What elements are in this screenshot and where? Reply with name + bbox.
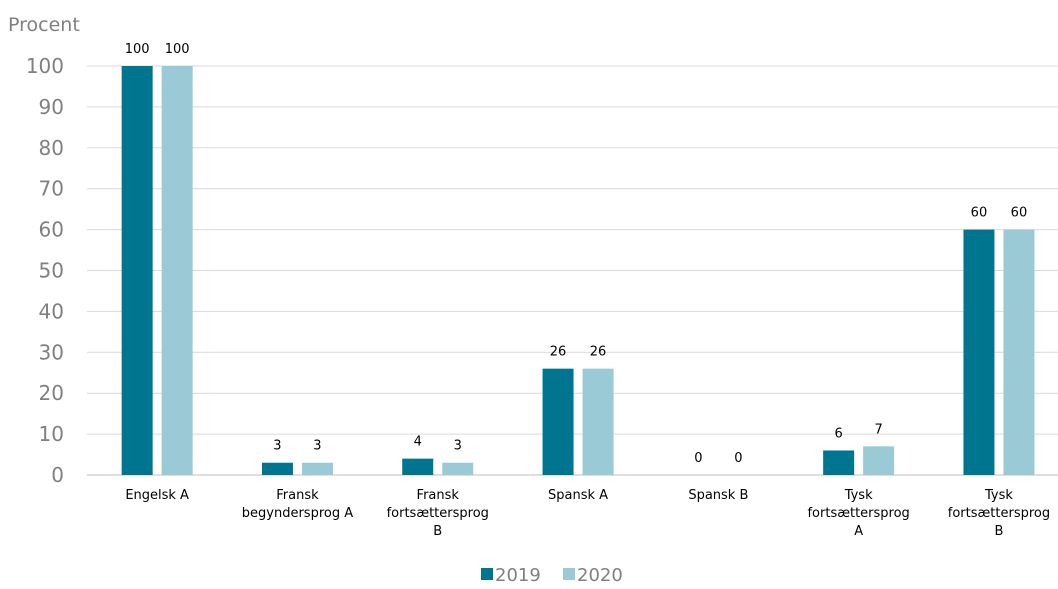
bar — [442, 462, 474, 475]
legend: 2019 2020 — [481, 565, 623, 586]
bars — [121, 66, 1035, 475]
x-tick-label: Tysk — [844, 488, 873, 503]
y-tick-label: 90 — [39, 95, 64, 119]
legend-swatch — [563, 568, 575, 580]
bar — [823, 450, 855, 475]
gridlines — [87, 65, 1058, 435]
x-tick-label: fortsættersprog — [948, 506, 1050, 521]
data-labels: 100 100 3 3 4 3 26 26 0 0 6 7 60 60 — [125, 42, 1027, 466]
data-label: 60 — [971, 206, 988, 221]
y-tick-label: 30 — [39, 340, 64, 364]
y-axis-ticks: 0 10 20 30 40 50 60 70 80 90 100 — [26, 54, 64, 487]
data-label: 4 — [414, 435, 422, 450]
legend-label: 2019 — [495, 565, 541, 586]
y-tick-label: 50 — [39, 259, 64, 283]
data-label: 3 — [454, 439, 462, 454]
x-tick-label: Spansk A — [548, 488, 608, 503]
data-label: 60 — [1011, 206, 1028, 221]
y-tick-label: 100 — [26, 54, 64, 78]
bar — [261, 462, 293, 475]
y-tick-label: 40 — [39, 299, 64, 323]
data-label: 6 — [835, 426, 843, 441]
data-label: 3 — [313, 439, 321, 454]
data-label: 7 — [875, 422, 883, 437]
x-tick-label: Tysk — [984, 488, 1013, 503]
legend-label: 2020 — [577, 565, 623, 586]
y-tick-label: 60 — [39, 218, 64, 242]
data-label: 0 — [694, 451, 702, 466]
data-label: 0 — [734, 451, 742, 466]
bar — [301, 462, 333, 475]
x-tick-label: Spansk B — [688, 488, 748, 503]
bar — [542, 368, 574, 475]
x-tick-label: B — [994, 524, 1003, 539]
data-label: 26 — [590, 345, 607, 360]
x-tick-label: Fransk — [417, 488, 460, 503]
x-tick-label: fortsættersprog — [807, 506, 909, 521]
legend-swatch — [481, 568, 493, 580]
bar — [161, 66, 193, 475]
data-label: 26 — [550, 345, 567, 360]
y-tick-label: 70 — [39, 177, 64, 201]
x-tick-label: fortsættersprog — [387, 506, 489, 521]
bar — [582, 368, 614, 475]
x-tick-label: Fransk — [276, 488, 319, 503]
x-axis-ticks: Engelsk A Fransk begyndersprog A Fransk fort… — [125, 488, 1050, 539]
bar — [402, 458, 434, 475]
bar — [963, 229, 995, 475]
x-tick-label: begyndersprog A — [242, 506, 353, 521]
bar — [1003, 229, 1035, 475]
y-tick-label: 10 — [39, 422, 64, 446]
data-label: 3 — [273, 439, 281, 454]
bar — [863, 446, 895, 475]
data-label: 100 — [165, 42, 190, 57]
y-tick-label: 0 — [51, 463, 64, 487]
x-tick-label: A — [854, 524, 863, 539]
y-axis-label: Procent — [8, 14, 80, 36]
y-tick-label: 80 — [39, 136, 64, 160]
data-label: 100 — [125, 42, 150, 57]
bar — [121, 66, 153, 475]
x-tick-label: Engelsk A — [125, 488, 189, 503]
y-tick-label: 20 — [39, 381, 64, 405]
x-tick-label: B — [433, 524, 442, 539]
